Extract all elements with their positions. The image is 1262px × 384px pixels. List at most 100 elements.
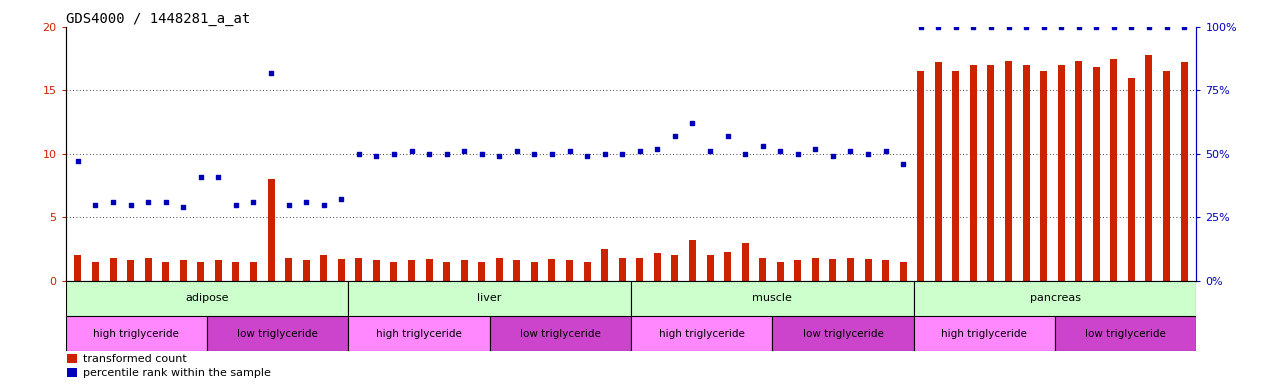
Bar bbox=[66, 316, 207, 351]
Bar bbox=[390, 262, 398, 281]
Point bbox=[840, 148, 861, 154]
Point bbox=[244, 199, 264, 205]
Bar bbox=[338, 259, 345, 281]
Point bbox=[191, 174, 211, 180]
Bar bbox=[425, 259, 433, 281]
Bar bbox=[127, 260, 134, 281]
Bar bbox=[631, 316, 772, 351]
Bar bbox=[303, 260, 309, 281]
Point bbox=[279, 202, 299, 208]
Point bbox=[297, 199, 317, 205]
Bar bbox=[207, 316, 348, 351]
Bar bbox=[811, 258, 819, 281]
Bar bbox=[490, 316, 631, 351]
Bar bbox=[197, 262, 204, 281]
Point bbox=[419, 151, 439, 157]
Point bbox=[665, 133, 685, 139]
Bar bbox=[1075, 61, 1083, 281]
Point bbox=[858, 151, 878, 157]
Text: high triglyceride: high triglyceride bbox=[659, 329, 745, 339]
Bar bbox=[724, 252, 731, 281]
Point bbox=[314, 202, 334, 208]
Point bbox=[490, 153, 510, 159]
Bar bbox=[179, 260, 187, 281]
Bar bbox=[1146, 55, 1152, 281]
Bar bbox=[689, 240, 695, 281]
Point bbox=[226, 202, 246, 208]
Text: low triglyceride: low triglyceride bbox=[803, 329, 883, 339]
Point bbox=[1034, 24, 1054, 30]
Bar bbox=[760, 258, 766, 281]
Point bbox=[770, 148, 790, 154]
Bar bbox=[935, 63, 941, 281]
Bar bbox=[67, 368, 77, 377]
Bar bbox=[549, 259, 555, 281]
Text: high triglyceride: high triglyceride bbox=[93, 329, 179, 339]
Text: transformed count: transformed count bbox=[82, 354, 187, 364]
Bar bbox=[1128, 78, 1135, 281]
Bar bbox=[268, 179, 275, 281]
Bar bbox=[742, 243, 748, 281]
Bar bbox=[631, 281, 914, 316]
Point bbox=[1122, 24, 1142, 30]
Bar bbox=[900, 262, 906, 281]
Point bbox=[805, 146, 825, 152]
Text: low triglyceride: low triglyceride bbox=[520, 329, 601, 339]
Bar bbox=[66, 281, 348, 316]
Text: percentile rank within the sample: percentile rank within the sample bbox=[82, 368, 270, 378]
Bar bbox=[163, 262, 169, 281]
Point bbox=[823, 153, 843, 159]
Point bbox=[138, 199, 158, 205]
Bar bbox=[601, 249, 608, 281]
Point bbox=[208, 174, 228, 180]
Bar bbox=[321, 255, 327, 281]
Bar bbox=[478, 262, 486, 281]
Text: liver: liver bbox=[477, 293, 502, 303]
Point bbox=[893, 161, 914, 167]
Bar bbox=[74, 255, 82, 281]
Point bbox=[1156, 24, 1176, 30]
Point bbox=[1069, 24, 1089, 30]
Point bbox=[928, 24, 948, 30]
Bar bbox=[215, 260, 222, 281]
Bar bbox=[1164, 71, 1170, 281]
Bar bbox=[348, 281, 631, 316]
Point bbox=[524, 151, 544, 157]
Point bbox=[1104, 24, 1124, 30]
Bar bbox=[794, 260, 801, 281]
Bar bbox=[707, 255, 713, 281]
Point bbox=[594, 151, 615, 157]
Point bbox=[998, 24, 1018, 30]
Point bbox=[630, 148, 650, 154]
Text: low triglyceride: low triglyceride bbox=[237, 329, 318, 339]
Point bbox=[752, 143, 772, 149]
Point bbox=[541, 151, 562, 157]
Point bbox=[1016, 24, 1036, 30]
Point bbox=[68, 158, 88, 164]
Bar bbox=[356, 258, 362, 281]
Bar bbox=[583, 262, 591, 281]
Bar bbox=[1093, 68, 1099, 281]
Point bbox=[261, 70, 281, 76]
Point bbox=[1087, 24, 1107, 30]
Bar bbox=[970, 65, 977, 281]
Point bbox=[86, 202, 106, 208]
Bar bbox=[864, 259, 872, 281]
Point bbox=[945, 24, 965, 30]
Point bbox=[1174, 24, 1194, 30]
Text: muscle: muscle bbox=[752, 293, 793, 303]
Bar bbox=[110, 258, 116, 281]
Bar bbox=[1005, 61, 1012, 281]
Point bbox=[331, 196, 351, 202]
Point bbox=[155, 199, 175, 205]
Text: adipose: adipose bbox=[186, 293, 228, 303]
Point bbox=[718, 133, 738, 139]
Text: GDS4000 / 1448281_a_at: GDS4000 / 1448281_a_at bbox=[66, 12, 250, 26]
Bar bbox=[348, 316, 490, 351]
Point bbox=[120, 202, 140, 208]
Point bbox=[981, 24, 1001, 30]
Bar bbox=[671, 255, 679, 281]
Point bbox=[173, 204, 193, 210]
Bar bbox=[285, 258, 292, 281]
Bar bbox=[882, 260, 890, 281]
